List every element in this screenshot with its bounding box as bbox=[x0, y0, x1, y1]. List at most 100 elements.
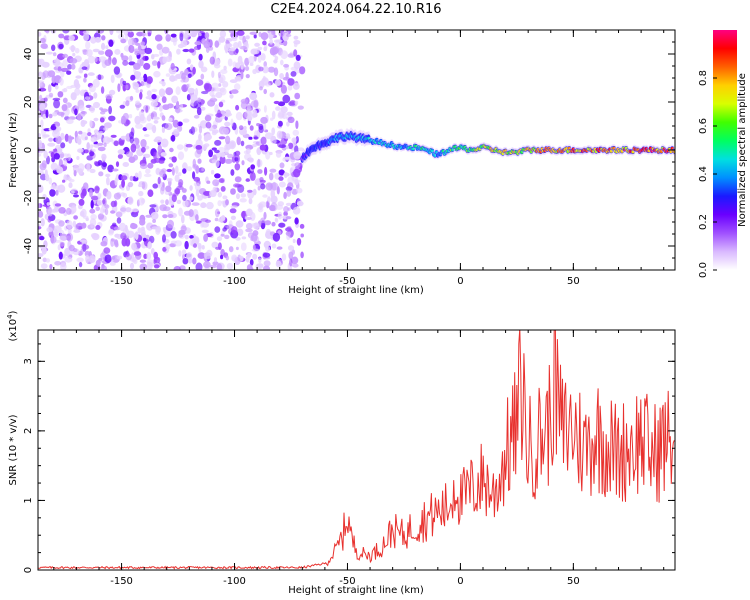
noise-speckle bbox=[230, 118, 234, 127]
noise-speckle bbox=[242, 130, 247, 136]
noise-speckle bbox=[55, 189, 59, 196]
noise-speckle bbox=[100, 86, 105, 94]
noise-speckle bbox=[292, 256, 298, 263]
noise-speckle bbox=[294, 162, 301, 169]
noise-speckle bbox=[224, 234, 230, 240]
noise-speckle bbox=[195, 79, 204, 86]
snr-line bbox=[38, 330, 675, 570]
noise-speckle bbox=[59, 235, 67, 241]
noise-speckle bbox=[233, 50, 238, 56]
noise-speckle bbox=[153, 251, 158, 259]
noise-speckle bbox=[222, 195, 228, 200]
noise-speckle bbox=[38, 210, 44, 218]
noise-speckle bbox=[274, 217, 278, 222]
noise-speckle bbox=[233, 151, 237, 157]
noise-speckle bbox=[98, 171, 104, 177]
noise-speckle bbox=[101, 161, 107, 170]
noise-speckle bbox=[114, 48, 121, 55]
noise-speckle bbox=[78, 130, 83, 135]
noise-speckle bbox=[78, 105, 85, 112]
noise-speckle bbox=[145, 234, 150, 239]
noise-speckle bbox=[214, 63, 221, 69]
x-tick-label: 0 bbox=[457, 276, 463, 287]
noise-speckle bbox=[262, 194, 268, 198]
noise-speckle bbox=[248, 136, 253, 140]
noise-speckle bbox=[70, 63, 76, 70]
noise-speckle bbox=[184, 234, 189, 240]
noise-speckle bbox=[152, 53, 160, 57]
noise-speckle bbox=[184, 68, 189, 76]
noise-speckle bbox=[90, 214, 97, 220]
noise-speckle bbox=[214, 104, 219, 113]
noise-speckle bbox=[231, 226, 238, 234]
noise-speckle bbox=[291, 137, 297, 143]
noise-speckle bbox=[204, 114, 212, 122]
noise-speckle bbox=[48, 177, 53, 185]
noise-speckle bbox=[143, 173, 152, 178]
noise-speckle bbox=[134, 115, 141, 125]
noise-speckle bbox=[145, 214, 152, 218]
x-tick-label: -150 bbox=[110, 276, 133, 287]
noise-speckle bbox=[67, 64, 73, 70]
noise-speckle bbox=[175, 73, 183, 79]
noise-speckle bbox=[153, 70, 161, 78]
noise-speckle bbox=[225, 199, 229, 206]
noise-speckle bbox=[215, 113, 223, 118]
noise-speckle bbox=[228, 246, 234, 253]
noise-speckle bbox=[47, 208, 53, 217]
noise-speckle bbox=[95, 186, 100, 191]
noise-speckle bbox=[121, 179, 125, 188]
noise-speckle bbox=[168, 117, 173, 123]
noise-speckle bbox=[258, 66, 264, 72]
noise-speckle bbox=[58, 251, 63, 260]
noise-speckle bbox=[57, 66, 62, 72]
noise-speckle bbox=[81, 222, 87, 229]
noise-speckle bbox=[158, 88, 166, 97]
noise-speckle bbox=[88, 255, 96, 264]
noise-speckle bbox=[138, 183, 143, 188]
noise-speckle bbox=[217, 200, 222, 207]
noise-speckle bbox=[101, 265, 107, 270]
noise-speckle bbox=[99, 130, 103, 134]
noise-speckle bbox=[38, 139, 43, 149]
noise-speckle bbox=[214, 208, 220, 218]
noise-speckle bbox=[265, 82, 271, 87]
noise-speckle bbox=[197, 195, 204, 201]
noise-speckle bbox=[170, 240, 178, 244]
noise-speckle bbox=[177, 151, 185, 160]
noise-speckle bbox=[58, 43, 64, 50]
noise-speckle bbox=[54, 84, 59, 90]
noise-speckle bbox=[70, 45, 76, 53]
noise-speckle bbox=[182, 162, 188, 171]
noise-speckle bbox=[40, 37, 46, 44]
noise-speckle bbox=[125, 151, 134, 158]
noise-speckle bbox=[129, 95, 134, 101]
noise-speckle bbox=[131, 259, 137, 263]
y-scale-factor: (x104) bbox=[6, 310, 19, 341]
noise-speckle bbox=[62, 97, 68, 104]
noise-speckle bbox=[186, 58, 192, 65]
noise-speckle bbox=[181, 188, 187, 193]
noise-speckle bbox=[177, 172, 182, 177]
noise-speckle bbox=[285, 231, 292, 236]
noise-speckle bbox=[86, 49, 93, 57]
noise-speckle bbox=[86, 162, 91, 172]
noise-speckle bbox=[250, 171, 256, 181]
noise-speckle bbox=[131, 242, 137, 251]
top-x-axis: -150 -100 -50 0 50 bbox=[53, 30, 665, 287]
noise-speckle bbox=[245, 178, 251, 182]
noise-speckle bbox=[252, 244, 256, 250]
noise-speckle bbox=[145, 96, 152, 100]
noise-speckle bbox=[230, 89, 239, 94]
noise-speckle bbox=[235, 246, 239, 251]
noise-speckle bbox=[225, 135, 231, 145]
noise-speckle bbox=[214, 139, 222, 146]
y-tick-label: 0 bbox=[23, 147, 34, 153]
noise-speckle bbox=[165, 199, 169, 206]
y-tick-label: -40 bbox=[23, 238, 34, 254]
noise-speckle bbox=[269, 38, 273, 45]
noise-speckle bbox=[82, 32, 90, 42]
noise-speckle bbox=[76, 156, 80, 160]
noise-speckle bbox=[150, 212, 159, 220]
noise-speckle bbox=[41, 61, 50, 68]
